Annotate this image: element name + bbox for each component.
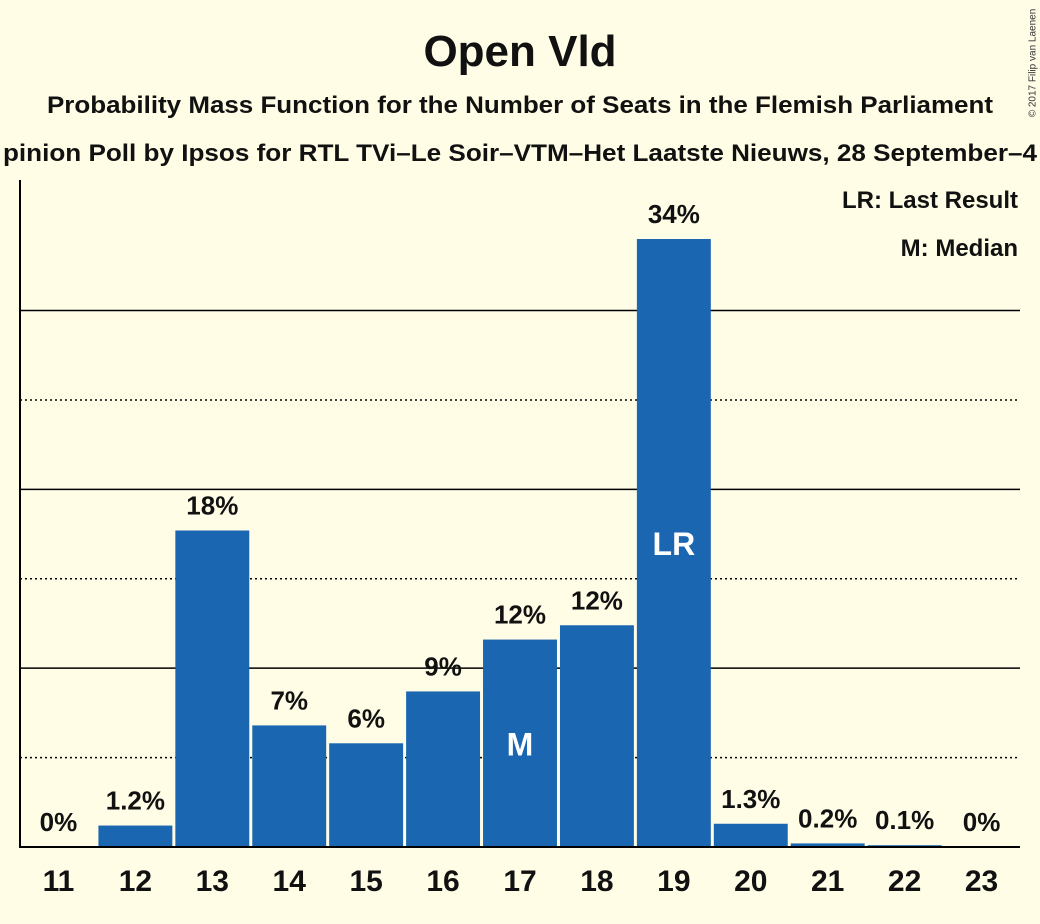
legend-last-result: LR: Last Result — [842, 187, 1018, 214]
bar-label-20: 1.3% — [721, 784, 780, 814]
x-tick-label-21: 21 — [811, 865, 844, 898]
x-tick-label-22: 22 — [888, 865, 921, 898]
bar-label-21: 0.2% — [798, 803, 857, 833]
x-tick-labels: 11 12 13 14 15 16 17 18 19 20 21 22 23 — [43, 865, 999, 898]
x-tick-label-15: 15 — [349, 865, 382, 898]
x-tick-label-23: 23 — [965, 865, 998, 898]
bar-label-19: 34% — [648, 199, 700, 229]
x-tick-label-13: 13 — [196, 865, 229, 898]
x-tick-label-16: 16 — [426, 865, 459, 898]
chart-title: Open Vld — [423, 27, 616, 76]
bar-label-18: 12% — [571, 585, 623, 615]
copyright-notice: © 2017 Filip van Laenen — [1028, 9, 1039, 118]
bar-15 — [329, 743, 404, 847]
x-tick-label-18: 18 — [580, 865, 613, 898]
poll-caption: pinion Poll by Ipsos for RTL TVi–Le Soir… — [3, 140, 1038, 167]
bar-14 — [252, 725, 327, 847]
x-tick-label-12: 12 — [119, 865, 152, 898]
bar-label-12: 1.2% — [106, 786, 165, 816]
x-tick-label-19: 19 — [657, 865, 690, 898]
bar-label-13: 18% — [186, 490, 238, 520]
bar-label-22: 0.1% — [875, 805, 934, 835]
bar-16 — [406, 691, 481, 847]
bar-label-16: 9% — [424, 651, 462, 681]
chart-subtitle: Probability Mass Function for the Number… — [47, 92, 993, 119]
bar-label-11: 0% — [40, 807, 78, 837]
bar-12 — [98, 825, 173, 847]
bar-20 — [713, 823, 788, 847]
bar-17 — [483, 639, 557, 847]
legend-median: M: Median — [901, 235, 1018, 262]
x-tick-label-14: 14 — [273, 865, 307, 898]
bar-13 — [175, 530, 250, 847]
bar-18 — [559, 625, 634, 847]
bar-19 — [636, 239, 711, 847]
median-marker: M — [507, 726, 534, 762]
bar-labels: 0% 1.2% 18% 7% 6% 9% 12% 12% 34% 1.3% 0.2% 0.1% 0% M L… — [40, 199, 1001, 837]
bar-21 — [790, 843, 865, 847]
bars — [98, 239, 942, 847]
bar-label-15: 6% — [347, 703, 385, 733]
bar-label-23: 0% — [963, 807, 1001, 837]
x-tick-label-20: 20 — [734, 865, 767, 898]
bar-label-14: 7% — [270, 685, 308, 715]
x-tick-label-17: 17 — [503, 865, 536, 898]
x-tick-label-11: 11 — [43, 865, 75, 898]
bar-label-17: 12% — [494, 600, 546, 630]
last-result-marker: LR — [653, 526, 696, 562]
